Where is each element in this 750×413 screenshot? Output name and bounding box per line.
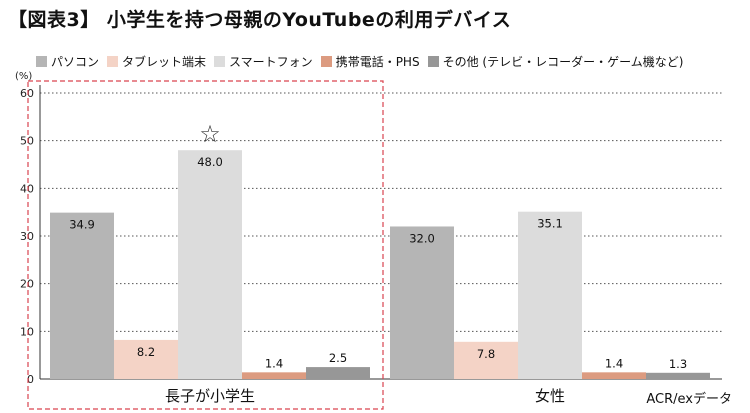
y-tick-label-0: 0 <box>27 373 34 386</box>
data-label-tablet-0: 8.2 <box>137 345 155 359</box>
x-category-label-1: 女性 <box>535 387 565 405</box>
x-category-label-0: 長子が小学生 <box>165 387 255 405</box>
y-tick-label-10: 10 <box>20 325 34 338</box>
y-tick-label-40: 40 <box>20 182 34 195</box>
data-label-smartphone-1: 35.1 <box>537 217 563 231</box>
legend-item-mobile: 携帯電話・PHS <box>320 53 420 70</box>
bar-pc-0 <box>50 212 114 379</box>
data-label-pc-1: 32.0 <box>409 231 435 245</box>
y-tick-label-30: 30 <box>20 230 34 243</box>
bar-smartphone-1 <box>518 211 582 379</box>
legend-label-pc: パソコン <box>51 54 100 69</box>
legend-label-tablet: タブレット端末 <box>122 54 207 69</box>
data-label-mobile-0: 1.4 <box>265 356 283 370</box>
legend-label-other: その他 (テレビ・レコーダー・ゲーム機など) <box>442 54 684 69</box>
bar-smartphone-0 <box>178 150 242 379</box>
y-tick-label-60: 60 <box>20 87 34 100</box>
star-annotation: ☆ <box>199 120 221 148</box>
chart-title: 【図表3】 小学生を持つ母親のYouTubeの利用デバイス <box>8 9 512 31</box>
data-label-smartphone-0: 48.0 <box>197 155 223 169</box>
data-label-other-0: 2.5 <box>329 351 347 365</box>
legend-item-tablet: タブレット端末 <box>107 53 206 70</box>
bar-other-1 <box>646 372 710 379</box>
data-label-mobile-1: 1.4 <box>605 356 623 370</box>
legend-label-mobile: 携帯電話・PHS <box>335 54 420 69</box>
bar-mobile-0 <box>242 372 306 379</box>
source-note: ACR/exデータ <box>646 392 732 407</box>
bar-mobile-1 <box>582 372 646 379</box>
data-label-other-1: 1.3 <box>669 357 687 371</box>
legend-swatch-smartphone <box>214 55 226 67</box>
data-label-pc-0: 34.9 <box>69 218 95 232</box>
legend-swatch-mobile <box>320 55 332 67</box>
bar-tablet-1 <box>454 341 518 379</box>
y-tick-label-50: 50 <box>20 135 34 148</box>
legend-label-smartphone: スマートフォン <box>229 54 313 69</box>
y-axis-unit-label: (%) <box>15 71 32 82</box>
legend-swatch-other <box>427 55 439 67</box>
bar-pc-1 <box>390 226 454 379</box>
legend-swatch-pc <box>36 55 47 67</box>
highlight-box <box>27 80 384 410</box>
legend-swatch-tablet <box>107 55 119 67</box>
legend-item-smartphone: スマートフォン <box>214 53 313 70</box>
data-label-tablet-1: 7.8 <box>477 347 495 361</box>
legend-item-pc: パソコン <box>36 53 99 70</box>
bar-tablet-0 <box>114 339 178 379</box>
y-tick-label-20: 20 <box>20 278 34 291</box>
bar-other-0 <box>306 367 370 379</box>
legend: パソコン タブレット端末 スマートフォン 携帯電話・PHS その他 (テレビ・レ… <box>36 53 691 69</box>
legend-item-other: その他 (テレビ・レコーダー・ゲーム機など) <box>427 53 684 70</box>
